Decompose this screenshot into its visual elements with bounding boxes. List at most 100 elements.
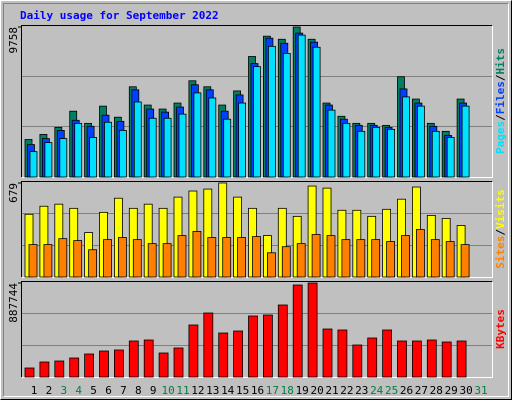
bar	[382, 329, 393, 378]
plot-border	[21, 281, 493, 378]
bar	[69, 357, 80, 378]
bar	[58, 238, 68, 278]
bar	[297, 34, 306, 178]
bar	[397, 340, 407, 378]
bar	[401, 235, 410, 278]
bar	[292, 284, 303, 378]
bar	[337, 329, 348, 378]
bar	[28, 244, 38, 278]
y-tick-label: 679	[7, 183, 20, 203]
bar	[352, 344, 363, 378]
x-tick-label: 11	[176, 384, 189, 397]
bar	[342, 122, 351, 178]
bar	[178, 113, 187, 178]
bar	[371, 239, 381, 278]
x-tick-label: 9	[150, 384, 157, 397]
x-tick-label: 20	[310, 384, 323, 397]
legend-entry: KBytes	[494, 309, 507, 349]
x-tick-label: 26	[400, 384, 413, 397]
bar	[44, 142, 53, 178]
bar	[147, 243, 157, 278]
bar	[84, 353, 94, 378]
bar	[446, 137, 455, 178]
bar	[193, 92, 202, 178]
bar	[296, 243, 306, 278]
bar	[237, 237, 247, 278]
bar	[357, 130, 366, 178]
bar	[426, 339, 437, 378]
x-tick-label: 7	[120, 384, 127, 397]
y-tick-label: 887744	[7, 283, 20, 323]
bar	[456, 340, 467, 378]
x-tick-label: 5	[90, 384, 97, 397]
bar	[203, 312, 214, 378]
bar	[177, 235, 187, 278]
bar	[89, 137, 97, 178]
legend: KBytes	[494, 309, 507, 349]
x-tick-label: 30	[459, 384, 472, 397]
bar	[29, 151, 38, 178]
bar	[208, 97, 217, 178]
bar	[282, 53, 291, 178]
bar	[281, 246, 291, 278]
bar	[188, 324, 199, 378]
legend-entry: Files	[494, 81, 507, 114]
bar	[248, 315, 258, 378]
bar	[73, 240, 83, 278]
bar	[253, 66, 261, 178]
bar	[173, 347, 184, 378]
legend: Pages/Files/Hits	[494, 48, 507, 154]
bar	[143, 339, 154, 378]
bar	[431, 130, 440, 178]
bar	[59, 138, 68, 178]
x-tick-label: 4	[75, 384, 82, 397]
x-tick-label: 3	[60, 384, 67, 397]
bar	[132, 239, 142, 278]
bar	[103, 239, 112, 278]
bar	[148, 117, 157, 178]
x-tick-label: 25	[385, 384, 398, 397]
bar	[415, 229, 425, 278]
plot-border	[21, 25, 493, 178]
bar	[430, 239, 440, 278]
legend-separator: /	[494, 74, 507, 81]
bar	[386, 241, 396, 278]
bar	[445, 241, 455, 278]
bar	[238, 102, 247, 178]
x-tick-label: 29	[445, 384, 458, 397]
x-tick-label: 28	[430, 384, 443, 397]
bar	[372, 126, 381, 178]
bar	[162, 243, 172, 278]
x-tick-label: 24	[370, 384, 384, 397]
bar	[99, 350, 109, 378]
bar	[312, 46, 321, 178]
x-tick-label: 6	[105, 384, 112, 397]
bar	[24, 367, 35, 378]
x-tick-label: 13	[206, 384, 219, 397]
x-tick-label: 18	[281, 384, 294, 397]
x-tick-label: 19	[296, 384, 309, 397]
bar	[118, 237, 127, 278]
bar	[218, 332, 229, 378]
frame-inner	[3, 3, 509, 397]
bar	[367, 337, 378, 378]
bar	[327, 109, 336, 178]
x-tick-label: 27	[415, 384, 428, 397]
bar	[222, 237, 232, 278]
bar	[402, 96, 410, 178]
bar	[163, 117, 172, 178]
bar	[262, 314, 273, 378]
plot-border	[21, 181, 493, 278]
bar	[39, 361, 50, 378]
bar	[43, 244, 53, 278]
bar	[460, 244, 470, 278]
bar	[252, 236, 261, 278]
bar	[322, 328, 333, 378]
x-tick-label: 2	[46, 384, 53, 397]
chart-title: Daily usage for September 2022	[20, 9, 219, 22]
bar	[192, 231, 202, 278]
bar	[356, 239, 366, 278]
legend-entry: Visits	[494, 189, 507, 229]
x-tick-label: 8	[135, 384, 142, 397]
